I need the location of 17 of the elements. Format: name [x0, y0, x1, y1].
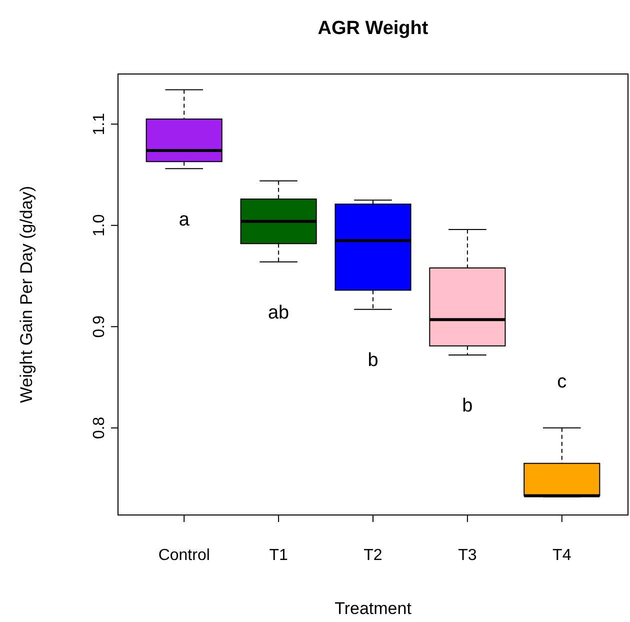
- y-tick-label: 0.8: [91, 416, 108, 440]
- annotation: a: [178, 209, 190, 230]
- annotation: c: [557, 372, 567, 393]
- annotation: ab: [268, 302, 290, 324]
- y-axis-title: Weight Gain Per Day (g/day): [17, 186, 36, 403]
- x-axis-title: Treatment: [334, 599, 412, 618]
- y-tick-label: 1.0: [91, 214, 108, 237]
- y-tick-label: 1.1: [91, 112, 108, 136]
- x-tick-label: T2: [364, 547, 382, 564]
- chart-title: AGR Weight: [318, 18, 429, 39]
- x-tick-label: T1: [269, 547, 288, 564]
- annotation: b: [368, 350, 378, 372]
- x-tick-label: Control: [158, 547, 210, 564]
- annotation: b: [462, 396, 473, 417]
- x-tick-label: T3: [458, 547, 477, 564]
- y-tick-label: 0.9: [91, 315, 108, 338]
- x-tick-label: T4: [552, 547, 572, 564]
